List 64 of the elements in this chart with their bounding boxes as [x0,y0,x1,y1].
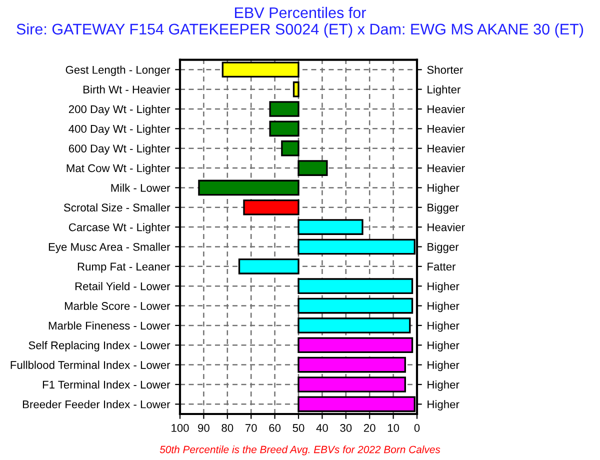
y-tick-label: Carcase Wt - Lighter [68,223,170,234]
y2-tick-label: Higher [428,360,460,372]
y-tick-label: Marble Score - Lower [64,302,170,310]
bar [298,376,406,392]
y-tick-label: Rump Fat - Leaner [78,262,170,273]
x-tick-label: 70 [245,424,257,432]
y2-tick-label: Higher [428,341,460,352]
y2-tick-label: Shorter [427,66,463,74]
y-tick-label: Self Replacing Index - Lower [28,341,170,352]
bar [298,318,411,334]
y-tick-label: 200 Day Wt - Lighter [68,104,170,116]
y2-tick-label: Heavier [428,164,465,172]
y2-tick-label: Bigger [428,203,459,214]
y-tick-label: Retail Yield - Lower [75,282,170,290]
y-tick-label: Gest Length - Longer [66,66,170,76]
x-tick-label: 100 [172,424,189,432]
y2-tick-label: Fatter [428,262,456,271]
text: 50th Percentile is the Breed Avg. EBVs for 2022 Born Calves [160,446,440,456]
y2-tick-label: Lighter [428,85,461,96]
y-tick-label: Fullblood Terminal Index - Lower [10,360,170,369]
y2-tick-label: Heavier [428,223,465,232]
x-tick-label: 10 [388,424,400,432]
y2-tick-label: Higher [428,380,460,391]
y2-tick-label: Heavier [428,124,465,133]
x-tick-label: 50 [292,424,304,432]
y-tick-label: F1 Terminal Index - Lower [42,380,170,389]
bar [298,298,414,314]
x-tick-label: 20 [364,424,376,432]
y-tick-label: 400 Day Wt - Lighter [68,124,170,136]
y-tick-label: Mat Cow Wt - Lighter [66,164,170,174]
y-tick-label: Breeder Feeder Index - Lower [22,400,170,408]
bar [281,140,300,156]
y-tick-label: 600 Day Wt - Lighter [68,144,170,155]
bar [292,81,300,98]
bar [269,101,300,117]
y2-tick-label: Higher [428,400,460,410]
y2-tick-label: Heavier [428,104,465,114]
x-tick-label: 40 [316,424,328,432]
y2-tick-label: Higher [428,184,460,194]
x-tick-label: 90 [198,424,210,432]
bar [238,258,300,274]
bar [298,337,414,354]
y2-tick-label: Heavier [428,144,465,152]
bar [298,356,406,373]
y2-tick-label: Higher [428,302,460,312]
x-tick-label: 30 [340,424,352,432]
y-tick-label: Milk - Lower [111,184,170,192]
bar [298,278,414,294]
chart-title: EBV Percentiles for Sire: GATEWAY F154 GATEKEEPER S0024 (ET) x Dam: EWG MS AKANE 30 (ET) [16,6,584,38]
y-tick-label: Eye Musc Area - Smaller [48,242,170,254]
bar [298,219,364,235]
bar [243,199,300,216]
x-tick-label: 0 [414,424,420,432]
y2-tick-label: Higher [428,282,460,292]
y-tick-label: Birth Wt - Heavier [84,85,170,94]
x-tick-label: 60 [269,424,281,432]
y2-tick-label: Bigger [428,242,459,254]
y-tick-label: Marble Fineness - Lower [48,321,170,330]
bar [198,180,300,196]
y2-tick-label: Higher [428,321,460,332]
x-tick-label: 80 [222,424,234,432]
y-tick-label: Scrotal Size - Smaller [64,203,170,212]
bar [298,160,328,176]
bar [269,120,300,137]
